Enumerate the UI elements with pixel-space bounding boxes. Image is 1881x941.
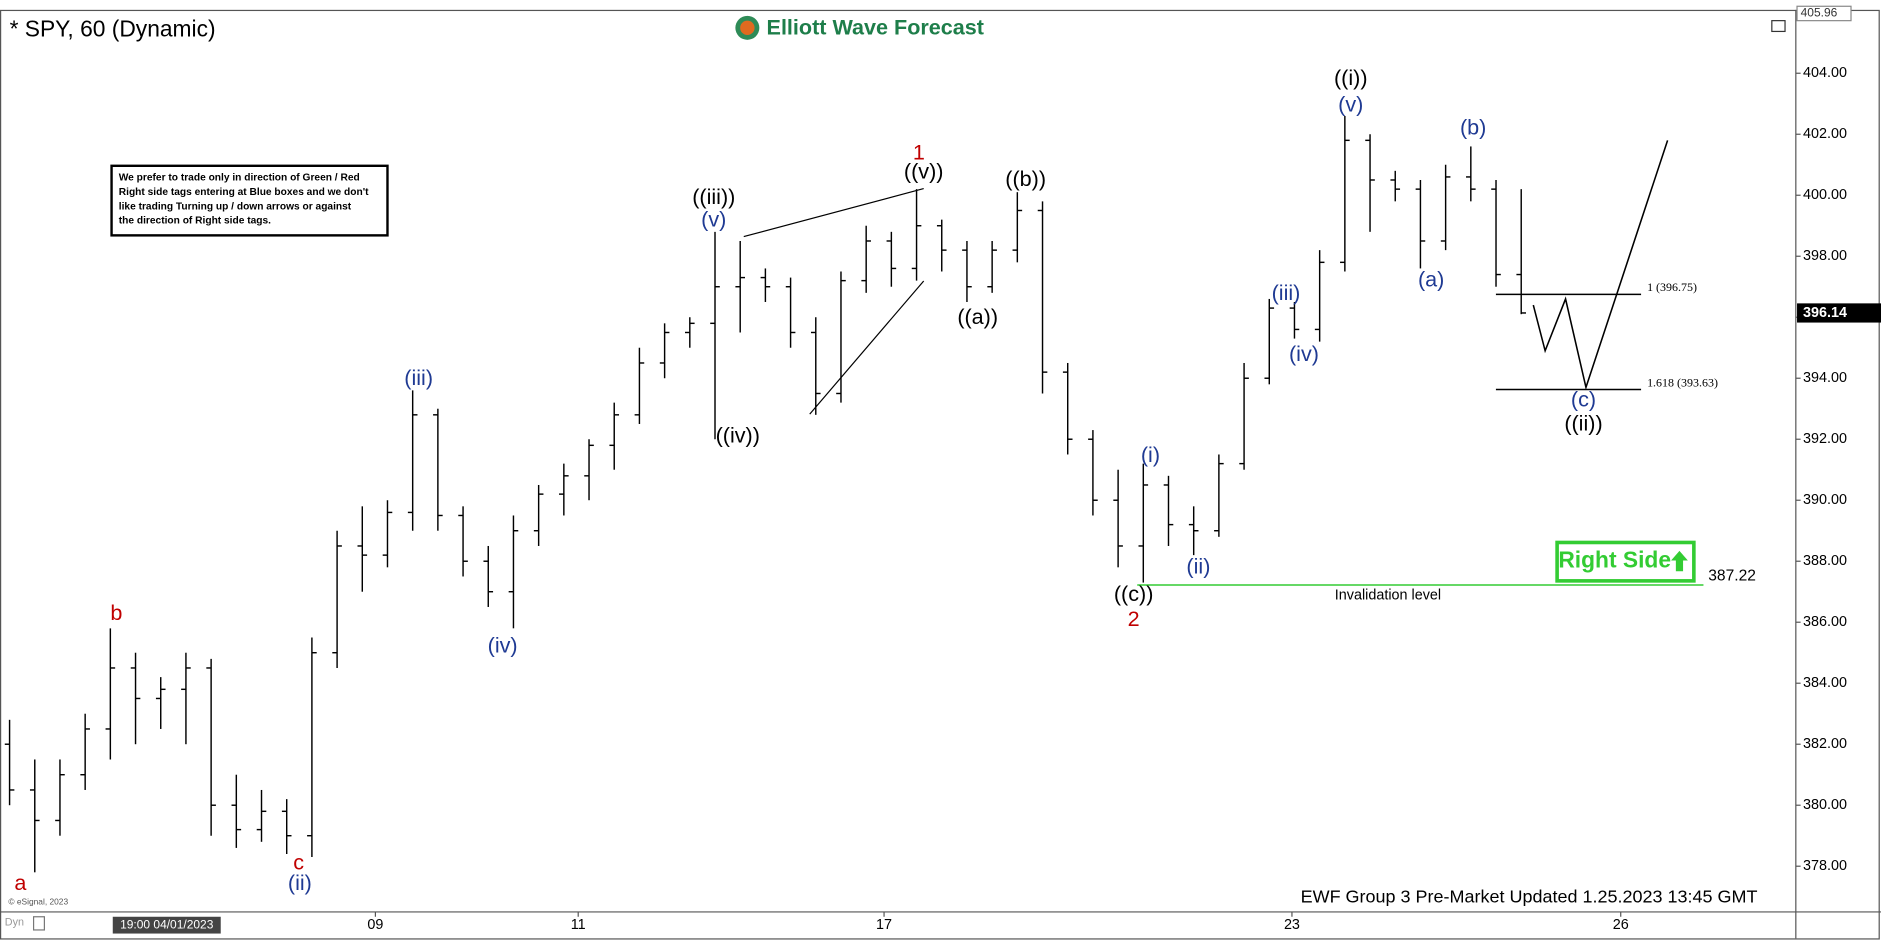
y-tick-label: 398.00 xyxy=(1803,248,1847,264)
wave-label: (iii) xyxy=(404,365,433,390)
note-line: like trading Turning up / down arrows or… xyxy=(119,201,352,212)
wave-label: (iv) xyxy=(1289,341,1319,366)
wedge-line xyxy=(743,188,924,238)
wedge-line xyxy=(809,280,925,415)
top-price-label: 405.96 xyxy=(1801,6,1838,20)
logo: Elliott Wave Forecast xyxy=(735,15,984,40)
corner-label: Dyn xyxy=(5,917,24,929)
y-tick-label: 394.00 xyxy=(1803,370,1847,386)
x-tick-label: 09 xyxy=(367,917,383,933)
y-tick-label: 384.00 xyxy=(1803,675,1847,691)
note-line: We prefer to trade only in direction of … xyxy=(119,172,360,183)
wave-label: 2 xyxy=(1128,606,1140,631)
x-tick-label: 26 xyxy=(1613,917,1629,933)
note-border xyxy=(110,164,389,237)
wave-label: (i) xyxy=(1141,442,1160,467)
right-side-text: Right Side xyxy=(1558,547,1671,573)
y-tick-label: 390.00 xyxy=(1803,492,1847,508)
y-tick-label: 386.00 xyxy=(1803,614,1847,630)
wave-label: c xyxy=(293,850,304,875)
wave-label: (ii) xyxy=(288,870,312,895)
note-line: Right side tags entering at Blue boxes a… xyxy=(119,187,369,198)
x-tick-label: 23 xyxy=(1284,917,1300,933)
wave-label: (ii) xyxy=(1186,553,1210,578)
wave-label: ((a)) xyxy=(957,304,998,329)
date-label: 19:00 04/01/2023 xyxy=(120,917,214,931)
calendar-icon[interactable] xyxy=(32,916,45,931)
up-arrow xyxy=(1671,550,1688,572)
y-tick-label: 388.00 xyxy=(1803,553,1847,569)
y-tick-label: 400.00 xyxy=(1803,187,1847,203)
wave-label: (iv) xyxy=(488,633,518,658)
y-tick-label: 404.00 xyxy=(1803,65,1847,81)
date-label-box xyxy=(112,916,221,934)
footer: EWF Group 3 Pre-Market Updated 1.25.2023… xyxy=(1301,886,1758,906)
right-side-tag: Right Side xyxy=(1555,540,1696,583)
logo-text: Elliott Wave Forecast xyxy=(767,15,984,40)
wave-label: (b) xyxy=(1460,114,1486,139)
invalidation-value: 387.22 xyxy=(1708,568,1756,585)
y-tick-label: 392.00 xyxy=(1803,431,1847,447)
logo-icon xyxy=(740,20,755,36)
wave-label: ((c)) xyxy=(1114,581,1154,606)
fib-label: 1.618 (393.63) xyxy=(1647,375,1718,389)
wave-label: 1 xyxy=(913,140,925,165)
note-line: the direction of Right side tags. xyxy=(119,216,271,227)
y-tick-label: 382.00 xyxy=(1803,736,1847,752)
window-icon[interactable] xyxy=(1771,20,1786,33)
last-price-box xyxy=(1797,303,1881,323)
projection-line xyxy=(1532,140,1669,391)
y-tick-label: 380.00 xyxy=(1803,797,1847,813)
wave-label: ((iv)) xyxy=(716,423,760,448)
invalidation-text: Invalidation level xyxy=(1335,588,1441,604)
wave-label: (c) xyxy=(1571,387,1596,412)
wave-label: (a) xyxy=(1418,267,1444,292)
note-box: We prefer to trade only in direction of … xyxy=(110,164,389,237)
y-tick-label: 402.00 xyxy=(1803,126,1847,142)
wave-label: ((iii)) xyxy=(692,184,735,209)
copyright: © eSignal, 2023 xyxy=(8,897,68,907)
wave-label: (v) xyxy=(701,207,726,232)
wave-label: ((b)) xyxy=(1005,166,1046,191)
wave-label: (v) xyxy=(1338,92,1363,117)
wave-label: ((v)) xyxy=(904,159,944,184)
chart-title: * SPY, 60 (Dynamic) xyxy=(10,15,216,41)
fib-label: 1 (396.75) xyxy=(1647,280,1697,294)
frame xyxy=(0,9,1880,940)
wave-label: ((i)) xyxy=(1334,65,1368,90)
right-side-border xyxy=(1555,540,1696,583)
wave-label: (iii) xyxy=(1272,280,1301,305)
x-tick-label: 17 xyxy=(876,917,892,933)
last-price-label: 396.14 xyxy=(1803,305,1847,321)
wave-label: ((ii)) xyxy=(1564,411,1602,436)
x-tick-label: 11 xyxy=(571,917,586,933)
top-price-box xyxy=(1796,5,1852,22)
wave-label: b xyxy=(110,600,122,625)
wave-label: a xyxy=(14,870,26,895)
y-tick-label: 378.00 xyxy=(1803,858,1847,874)
